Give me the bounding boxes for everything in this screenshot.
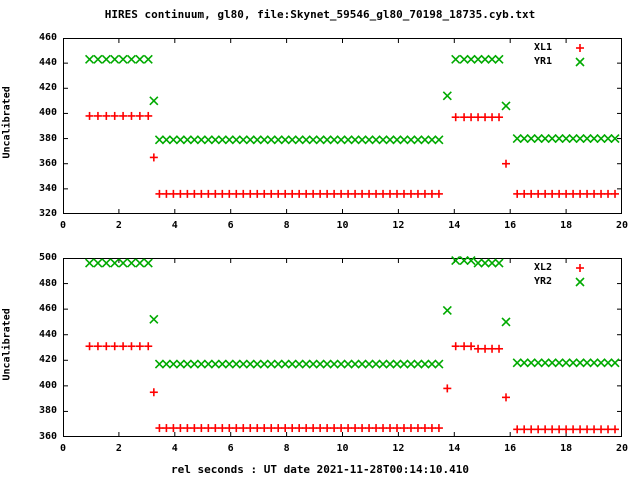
y-tick-label: 420: [38, 354, 57, 366]
legend-symbol-xl1: [576, 44, 584, 52]
y-tick-label: 460: [38, 303, 57, 315]
x-tick-label: 12: [392, 443, 405, 454]
legend-label-xl2: XL2: [534, 262, 553, 273]
y-tick-label: 360: [38, 431, 57, 442]
x-tick-label: 18: [560, 220, 573, 231]
x-tick-label: 16: [504, 220, 517, 231]
series-xl1: [85, 111, 620, 198]
x-tick-label: 18: [560, 443, 573, 454]
x-tick-label: 6: [227, 220, 234, 231]
legend-symbol-xl2: [576, 264, 584, 272]
y-tick-label: 340: [38, 182, 57, 194]
x-tick-label: 0: [59, 443, 67, 454]
x-tick-label: 2: [115, 220, 122, 231]
y-tick-label: 400: [38, 107, 57, 119]
x-tick-label: 12: [392, 220, 405, 231]
legend-label-yr1: YR1: [534, 56, 553, 67]
legend-label-yr2: YR2: [534, 276, 553, 287]
page-title: HIRES continuum, gl80, file:Skynet_59546…: [104, 8, 536, 21]
x-tick-label: 8: [283, 443, 290, 454]
x-tick-label: 14: [448, 220, 461, 231]
series-yr1: [84, 54, 620, 145]
y-tick-label: 440: [38, 328, 57, 340]
x-tick-label: 16: [504, 443, 517, 454]
y-tick-label: 420: [38, 82, 57, 94]
legend-symbol-yr1: [575, 57, 585, 67]
y-tick-label: 320: [38, 208, 57, 219]
x-tick-label: 4: [171, 443, 178, 454]
y-tick-label: 460: [38, 32, 57, 43]
y-tick-label: 480: [38, 277, 57, 289]
x-tick-label: 20: [615, 220, 629, 231]
y-tick-label: 380: [38, 405, 57, 417]
legend-label-xl1: XL1: [534, 42, 553, 53]
x-tick-label: 8: [283, 220, 290, 231]
x-tick-label: 20: [615, 443, 629, 454]
x-tick-label: 4: [171, 220, 178, 231]
x-tick-label: 10: [336, 443, 349, 454]
series-yr2: [84, 255, 620, 369]
x-axis-label: rel seconds : UT date 2021-11-28T00:14:1…: [170, 463, 469, 476]
legend-symbol-yr2: [575, 277, 585, 287]
y-tick-label: 380: [38, 132, 57, 144]
y-tick-label: 360: [38, 157, 57, 169]
y-tick-label: 440: [38, 57, 57, 69]
x-tick-label: 0: [59, 220, 67, 231]
y-tick-label: 500: [38, 252, 57, 263]
series-xl2: [85, 342, 620, 434]
x-tick-label: 14: [448, 443, 461, 454]
x-tick-label: 2: [115, 443, 122, 454]
x-tick-label: 10: [336, 220, 349, 231]
x-tick-label: 6: [227, 443, 234, 454]
y-tick-label: 400: [38, 379, 57, 391]
